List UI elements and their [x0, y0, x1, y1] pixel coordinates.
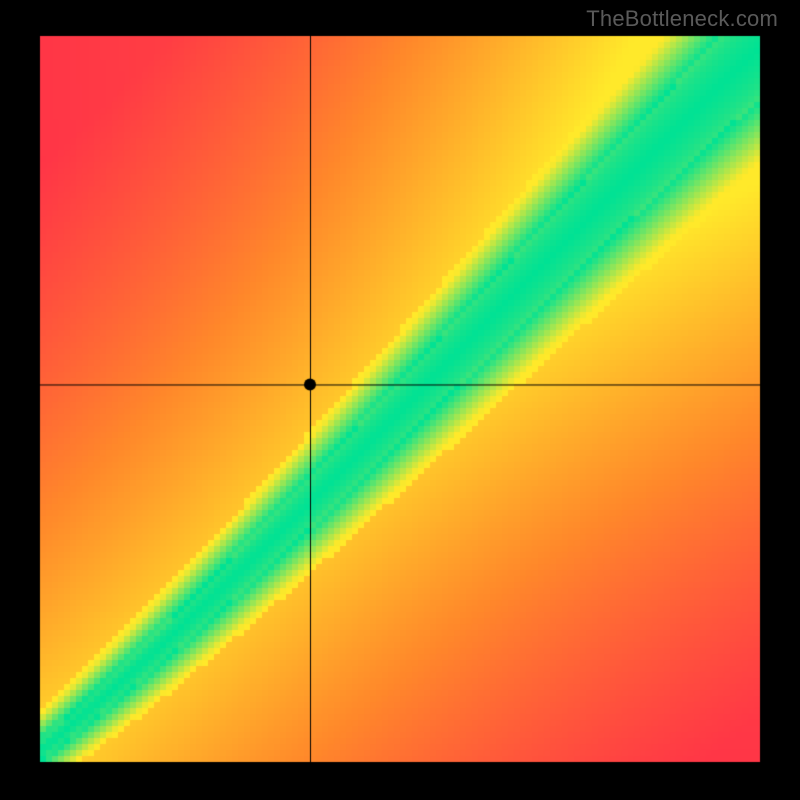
- chart-container: TheBottleneck.com: [0, 0, 800, 800]
- bottleneck-heatmap: [0, 0, 800, 800]
- watermark-text: TheBottleneck.com: [586, 6, 778, 32]
